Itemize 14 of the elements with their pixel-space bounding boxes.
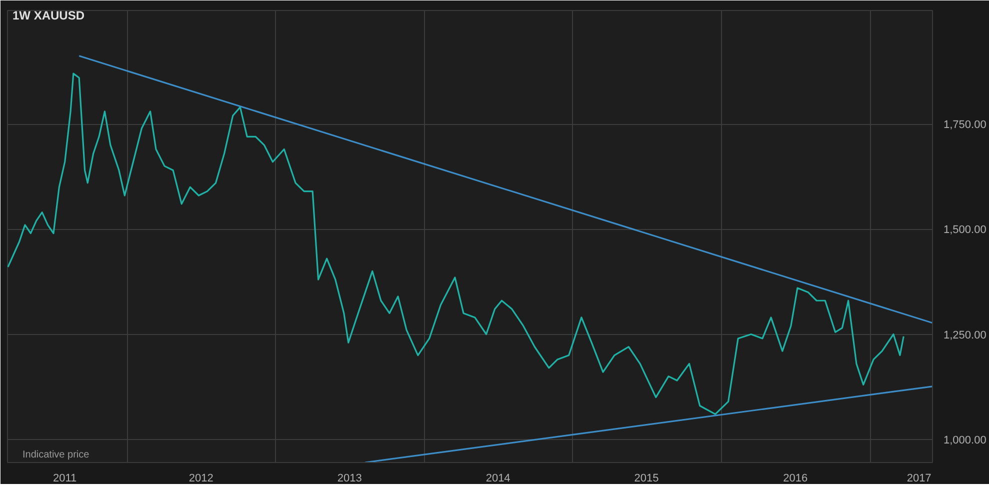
x-tick-label: 2012 [188, 472, 214, 484]
line-series [8, 72, 904, 415]
chart-title: 1W XAUUSD [12, 8, 85, 22]
x-tick-label: 2013 [337, 472, 362, 484]
y-tick-label: 1,500.00 [944, 224, 986, 236]
y-tick-label: 1,000.00 [944, 434, 986, 446]
x-tick-label: 2017 [906, 472, 932, 484]
x-tick-label: 2011 [53, 472, 77, 484]
y-tick-label: 1,750.00 [944, 119, 986, 132]
x-tick-label: 2014 [486, 472, 510, 484]
x-tick-label: 2015 [634, 472, 659, 484]
annotation: Indicative price [22, 450, 90, 460]
x-tick-label: 2016 [783, 472, 808, 484]
y-tick-label: 1,250.00 [944, 329, 986, 342]
